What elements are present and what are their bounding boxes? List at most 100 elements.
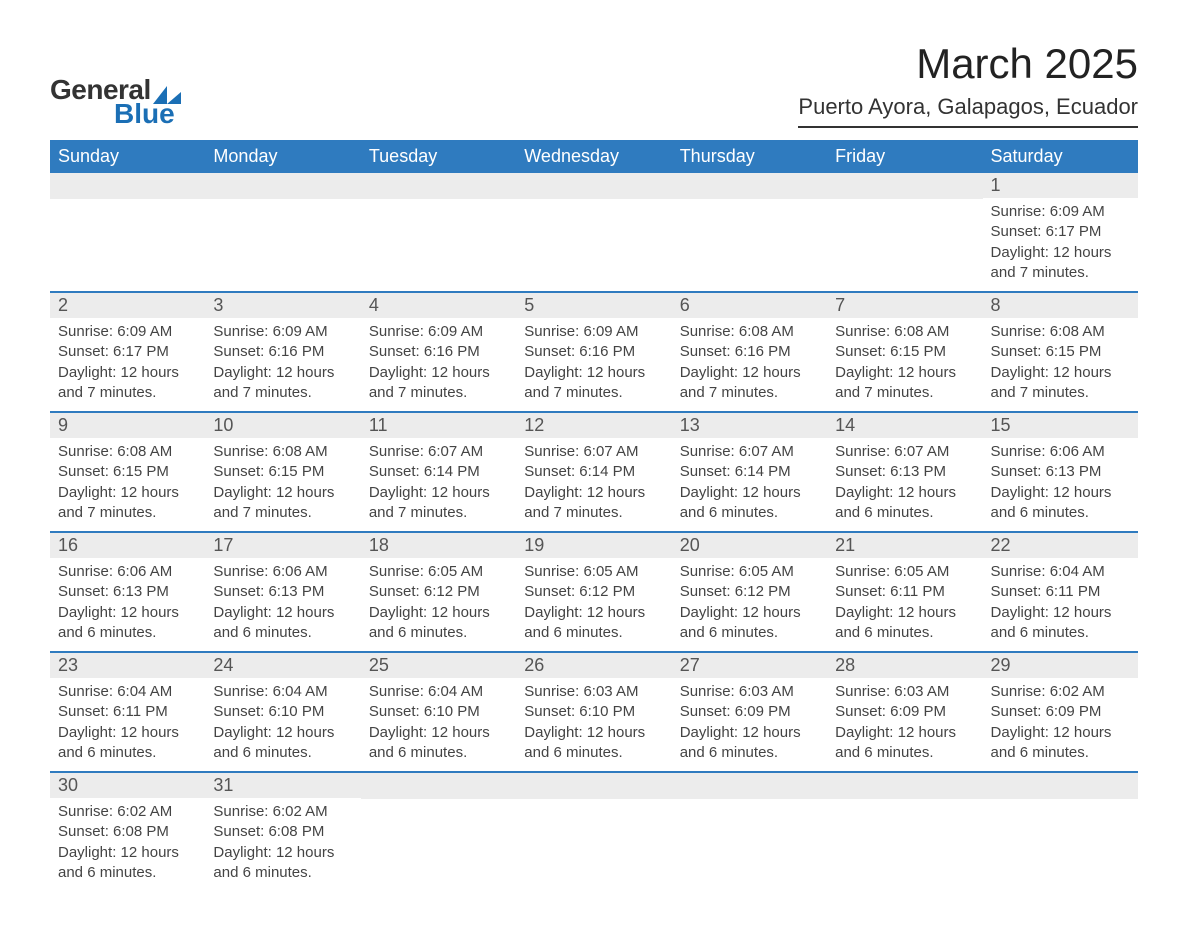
day-body: Sunrise: 6:02 AMSunset: 6:09 PMDaylight:… (983, 678, 1138, 771)
day-body: Sunrise: 6:08 AMSunset: 6:15 PMDaylight:… (827, 318, 982, 411)
sunrise-text: Sunrise: 6:03 AM (524, 682, 663, 702)
sunrise-text: Sunrise: 6:06 AM (58, 562, 197, 582)
day-body: Sunrise: 6:06 AMSunset: 6:13 PMDaylight:… (205, 558, 360, 651)
day-number: 13 (672, 413, 827, 438)
sunset-text: Sunset: 6:14 PM (680, 462, 819, 482)
sunset-text: Sunset: 6:17 PM (991, 222, 1130, 242)
day-number: 1 (983, 173, 1138, 198)
day-body: Sunrise: 6:07 AMSunset: 6:14 PMDaylight:… (516, 438, 671, 531)
day-body: Sunrise: 6:08 AMSunset: 6:15 PMDaylight:… (983, 318, 1138, 411)
day-number: 5 (516, 293, 671, 318)
sunrise-text: Sunrise: 6:08 AM (58, 442, 197, 462)
sunset-text: Sunset: 6:15 PM (835, 342, 974, 362)
day-number: 25 (361, 653, 516, 678)
weekday-header: Saturday (983, 140, 1138, 173)
daylight-text: Daylight: 12 hours and 6 minutes. (524, 723, 663, 764)
day-body: Sunrise: 6:05 AMSunset: 6:12 PMDaylight:… (361, 558, 516, 651)
sunrise-text: Sunrise: 6:08 AM (680, 322, 819, 342)
sunrise-text: Sunrise: 6:03 AM (680, 682, 819, 702)
weekday-header: Tuesday (361, 140, 516, 173)
day-body (983, 799, 1138, 879)
day-number: 8 (983, 293, 1138, 318)
sunset-text: Sunset: 6:12 PM (369, 582, 508, 602)
weekday-header: Friday (827, 140, 982, 173)
daylight-text: Daylight: 12 hours and 6 minutes. (835, 483, 974, 524)
calendar-day-cell: 27Sunrise: 6:03 AMSunset: 6:09 PMDayligh… (672, 652, 827, 772)
calendar-day-cell: 25Sunrise: 6:04 AMSunset: 6:10 PMDayligh… (361, 652, 516, 772)
sunrise-text: Sunrise: 6:08 AM (835, 322, 974, 342)
calendar-day-cell: 28Sunrise: 6:03 AMSunset: 6:09 PMDayligh… (827, 652, 982, 772)
sunrise-text: Sunrise: 6:06 AM (213, 562, 352, 582)
calendar-day-cell (205, 173, 360, 292)
calendar-table: Sunday Monday Tuesday Wednesday Thursday… (50, 140, 1138, 891)
day-body: Sunrise: 6:08 AMSunset: 6:15 PMDaylight:… (50, 438, 205, 531)
daylight-text: Daylight: 12 hours and 6 minutes. (58, 723, 197, 764)
day-body (205, 199, 360, 279)
calendar-day-cell (50, 173, 205, 292)
sunrise-text: Sunrise: 6:07 AM (835, 442, 974, 462)
day-body: Sunrise: 6:08 AMSunset: 6:15 PMDaylight:… (205, 438, 360, 531)
day-number (672, 773, 827, 799)
day-body: Sunrise: 6:04 AMSunset: 6:11 PMDaylight:… (50, 678, 205, 771)
day-body: Sunrise: 6:07 AMSunset: 6:14 PMDaylight:… (361, 438, 516, 531)
sunset-text: Sunset: 6:12 PM (680, 582, 819, 602)
sunrise-text: Sunrise: 6:08 AM (991, 322, 1130, 342)
day-body: Sunrise: 6:03 AMSunset: 6:09 PMDaylight:… (672, 678, 827, 771)
sunset-text: Sunset: 6:16 PM (524, 342, 663, 362)
weekday-header-row: Sunday Monday Tuesday Wednesday Thursday… (50, 140, 1138, 173)
day-number: 16 (50, 533, 205, 558)
calendar-day-cell: 6Sunrise: 6:08 AMSunset: 6:16 PMDaylight… (672, 292, 827, 412)
day-body: Sunrise: 6:03 AMSunset: 6:09 PMDaylight:… (827, 678, 982, 771)
daylight-text: Daylight: 12 hours and 7 minutes. (58, 483, 197, 524)
daylight-text: Daylight: 12 hours and 7 minutes. (213, 483, 352, 524)
calendar-day-cell: 16Sunrise: 6:06 AMSunset: 6:13 PMDayligh… (50, 532, 205, 652)
day-body (516, 799, 671, 879)
day-body: Sunrise: 6:04 AMSunset: 6:10 PMDaylight:… (205, 678, 360, 771)
sunset-text: Sunset: 6:11 PM (835, 582, 974, 602)
day-body: Sunrise: 6:06 AMSunset: 6:13 PMDaylight:… (50, 558, 205, 651)
day-body: Sunrise: 6:07 AMSunset: 6:13 PMDaylight:… (827, 438, 982, 531)
day-number: 27 (672, 653, 827, 678)
calendar-day-cell: 17Sunrise: 6:06 AMSunset: 6:13 PMDayligh… (205, 532, 360, 652)
sunset-text: Sunset: 6:16 PM (680, 342, 819, 362)
day-body: Sunrise: 6:07 AMSunset: 6:14 PMDaylight:… (672, 438, 827, 531)
sunrise-text: Sunrise: 6:07 AM (369, 442, 508, 462)
sunrise-text: Sunrise: 6:07 AM (524, 442, 663, 462)
daylight-text: Daylight: 12 hours and 7 minutes. (369, 483, 508, 524)
sunset-text: Sunset: 6:08 PM (58, 822, 197, 842)
day-number (516, 173, 671, 199)
day-number: 12 (516, 413, 671, 438)
sunset-text: Sunset: 6:09 PM (680, 702, 819, 722)
daylight-text: Daylight: 12 hours and 7 minutes. (369, 363, 508, 404)
calendar-week-row: 30Sunrise: 6:02 AMSunset: 6:08 PMDayligh… (50, 772, 1138, 891)
sunset-text: Sunset: 6:11 PM (58, 702, 197, 722)
calendar-day-cell: 3Sunrise: 6:09 AMSunset: 6:16 PMDaylight… (205, 292, 360, 412)
sunset-text: Sunset: 6:17 PM (58, 342, 197, 362)
calendar-day-cell: 9Sunrise: 6:08 AMSunset: 6:15 PMDaylight… (50, 412, 205, 532)
calendar-day-cell: 31Sunrise: 6:02 AMSunset: 6:08 PMDayligh… (205, 772, 360, 891)
sunset-text: Sunset: 6:13 PM (991, 462, 1130, 482)
calendar-day-cell (672, 772, 827, 891)
calendar-day-cell: 14Sunrise: 6:07 AMSunset: 6:13 PMDayligh… (827, 412, 982, 532)
day-number: 11 (361, 413, 516, 438)
daylight-text: Daylight: 12 hours and 7 minutes. (991, 243, 1130, 284)
calendar-day-cell: 8Sunrise: 6:08 AMSunset: 6:15 PMDaylight… (983, 292, 1138, 412)
day-number: 19 (516, 533, 671, 558)
day-number: 6 (672, 293, 827, 318)
daylight-text: Daylight: 12 hours and 7 minutes. (58, 363, 197, 404)
sunrise-text: Sunrise: 6:09 AM (58, 322, 197, 342)
daylight-text: Daylight: 12 hours and 6 minutes. (369, 603, 508, 644)
daylight-text: Daylight: 12 hours and 7 minutes. (213, 363, 352, 404)
sunrise-text: Sunrise: 6:09 AM (369, 322, 508, 342)
brand-word-2: Blue (114, 100, 181, 128)
daylight-text: Daylight: 12 hours and 6 minutes. (680, 723, 819, 764)
brand-shape-icon (153, 84, 181, 104)
calendar-day-cell: 12Sunrise: 6:07 AMSunset: 6:14 PMDayligh… (516, 412, 671, 532)
sunrise-text: Sunrise: 6:09 AM (213, 322, 352, 342)
daylight-text: Daylight: 12 hours and 6 minutes. (991, 483, 1130, 524)
calendar-day-cell: 23Sunrise: 6:04 AMSunset: 6:11 PMDayligh… (50, 652, 205, 772)
day-number: 24 (205, 653, 360, 678)
day-body: Sunrise: 6:04 AMSunset: 6:10 PMDaylight:… (361, 678, 516, 771)
day-number (672, 173, 827, 199)
daylight-text: Daylight: 12 hours and 6 minutes. (213, 603, 352, 644)
